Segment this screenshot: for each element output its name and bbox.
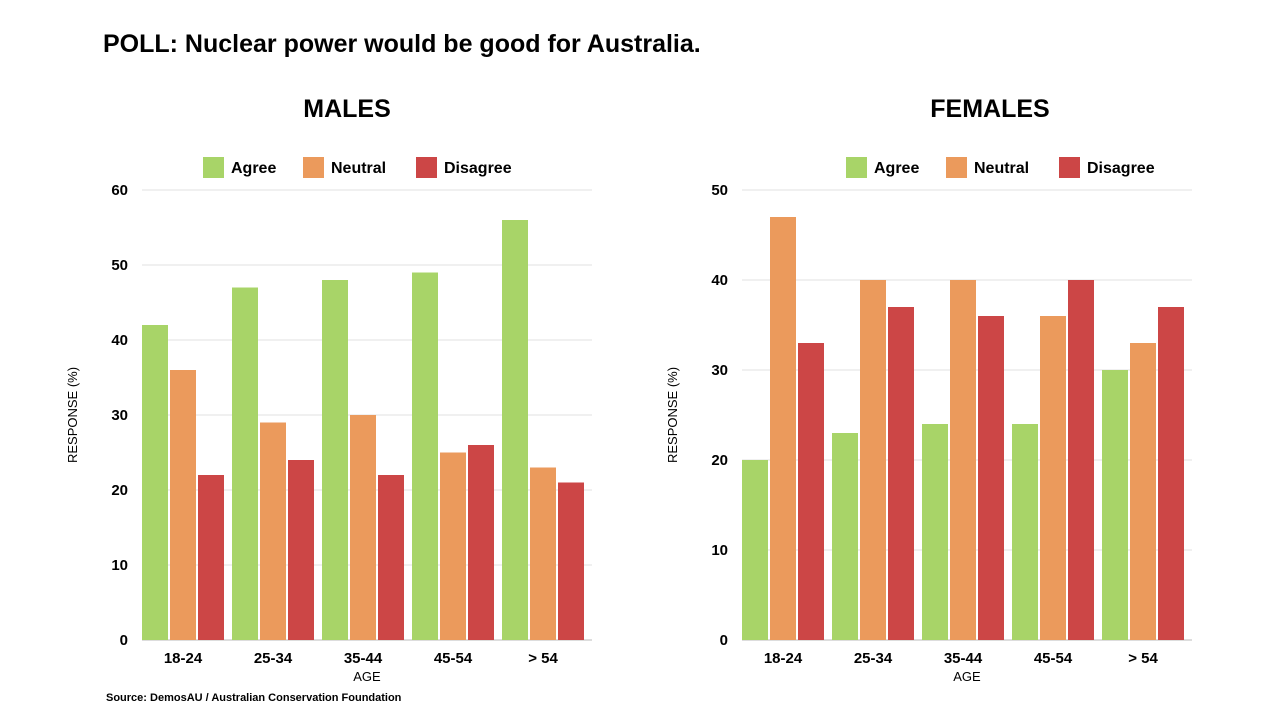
bar-disagree-3544 [978,316,1004,640]
bar-disagree-54 [558,482,584,640]
bar-disagree-4554 [468,445,494,640]
bar-neutral-1824 [170,370,196,640]
bar-disagree-1824 [198,475,224,640]
bar-agree-54 [502,220,528,640]
chart-title: MALES [303,95,391,123]
x-tick-label: 45-54 [434,650,473,667]
bar-disagree-2534 [288,460,314,640]
y-tick-label: 0 [120,632,128,649]
bar-agree-4554 [1012,424,1038,640]
bar-disagree-4554 [1068,280,1094,640]
males-chart: MALES Agree Neutral Disagree 0 10 20 30 40 50 60 RE… [65,95,592,684]
y-tick-label: 30 [111,407,128,424]
y-tick-label: 20 [111,482,128,499]
bar-neutral-2534 [260,422,286,640]
bar-agree-3544 [322,280,348,640]
legend-label-neutral: Neutral [331,160,386,177]
legend-swatch-neutral [946,157,967,178]
bar-neutral-3544 [950,280,976,640]
bar-neutral-4554 [1040,316,1066,640]
bar-agree-1824 [742,460,768,640]
bar-agree-2534 [832,433,858,640]
bar-neutral-54 [1130,343,1156,640]
bar-agree-3544 [922,424,948,640]
bar-neutral-3544 [350,415,376,640]
page-title: POLL: Nuclear power would be good for Au… [103,30,701,58]
y-tick-label: 40 [711,272,728,289]
x-tick-label: 25-34 [254,650,293,667]
x-axis-label: AGE [353,669,381,684]
x-tick-label: > 54 [528,650,558,667]
y-tick-label: 50 [111,257,128,274]
legend-label-agree: Agree [231,160,276,177]
x-tick-label: 45-54 [1034,650,1073,667]
y-axis-label: RESPONSE (%) [65,367,80,463]
bar-neutral-2534 [860,280,886,640]
bar-neutral-4554 [440,452,466,640]
legend-label-neutral: Neutral [974,160,1029,177]
x-tick-label: > 54 [1128,650,1158,667]
bar-disagree-2534 [888,307,914,640]
legend-swatch-agree [846,157,867,178]
legend-swatch-neutral [303,157,324,178]
source-note: Source: DemosAU / Australian Conservatio… [106,692,402,704]
x-tick-label: 35-44 [944,650,983,667]
legend-swatch-agree [203,157,224,178]
legend-swatch-disagree [1059,157,1080,178]
x-tick-label: 25-34 [854,650,893,667]
legend-swatch-disagree [416,157,437,178]
bar-agree-4554 [412,272,438,640]
y-tick-label: 60 [111,182,128,199]
x-axis-label: AGE [953,669,981,684]
y-tick-label: 30 [711,362,728,379]
y-tick-label: 10 [711,542,728,559]
x-tick-label: 18-24 [764,650,803,667]
y-tick-label: 10 [111,557,128,574]
bar-agree-1824 [142,325,168,640]
bar-neutral-1824 [770,217,796,640]
bar-agree-54 [1102,370,1128,640]
y-tick-label: 50 [711,182,728,199]
legend-label-agree: Agree [874,160,919,177]
bar-agree-2534 [232,287,258,640]
x-tick-label: 18-24 [164,650,203,667]
y-axis-label: RESPONSE (%) [665,367,680,463]
bar-disagree-1824 [798,343,824,640]
y-tick-label: 0 [720,632,728,649]
x-tick-label: 35-44 [344,650,383,667]
legend-label-disagree: Disagree [1087,160,1155,177]
legend-label-disagree: Disagree [444,160,512,177]
y-tick-label: 20 [711,452,728,469]
bar-disagree-3544 [378,475,404,640]
chart-title: FEMALES [930,95,1049,123]
bar-neutral-54 [530,467,556,640]
bar-disagree-54 [1158,307,1184,640]
y-tick-label: 40 [111,332,128,349]
females-chart: FEMALES Agree Neutral Disagree 0 10 20 30 40 50 RE… [665,95,1192,684]
